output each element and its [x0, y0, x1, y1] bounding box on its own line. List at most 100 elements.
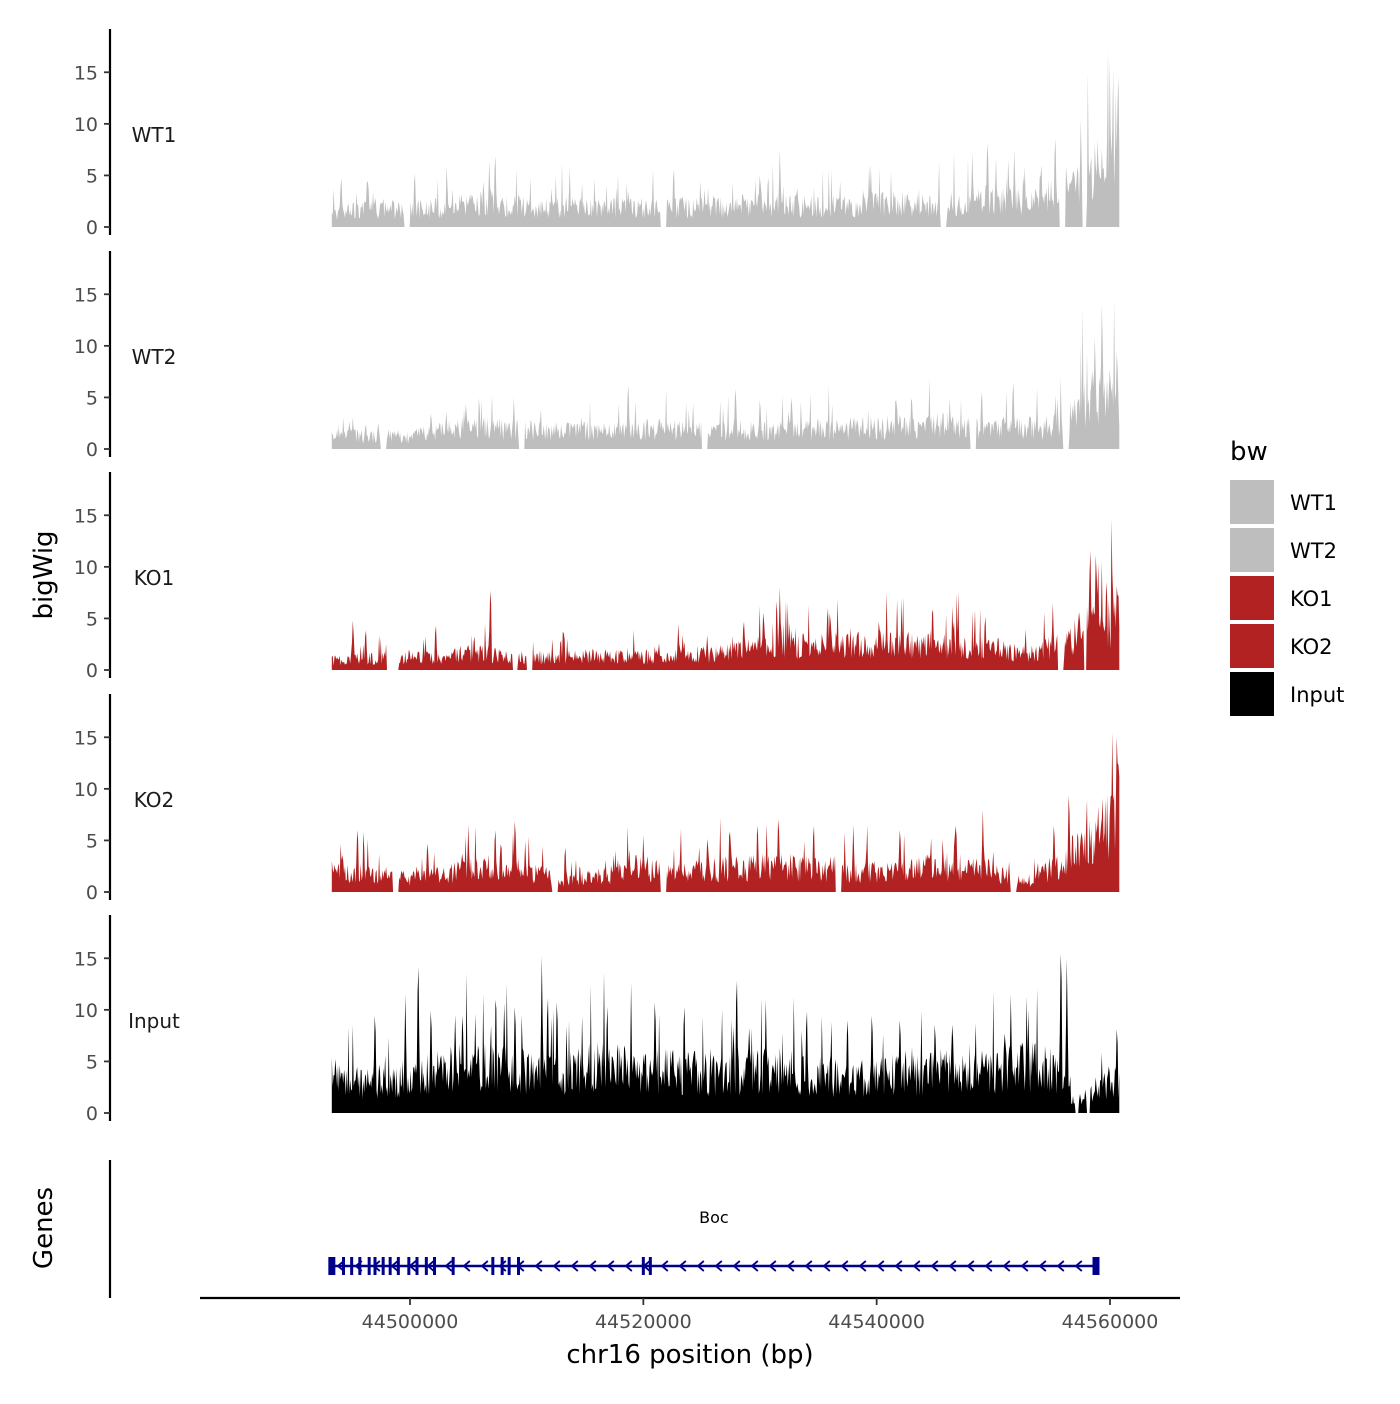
exon [396, 1257, 400, 1275]
strand-arrow [624, 1260, 633, 1272]
y-tick-label: 5 [86, 1051, 98, 1073]
track-label: Input [128, 1009, 180, 1033]
exon [342, 1257, 345, 1275]
legend-label: WT2 [1290, 539, 1337, 563]
track-label: WT2 [132, 345, 177, 369]
signal-tracks: 0 5 10 15 WT1 0 5 10 15 WT2 0 5 10 15 KO1 0 5 10 15 KO2 0 5 10… [74, 29, 1120, 1125]
y-tick-label: 0 [86, 217, 98, 239]
strand-arrow [480, 1260, 489, 1272]
x-tick-label: 44500000 [362, 1311, 459, 1333]
y-tick-label: 5 [86, 830, 98, 852]
exon [407, 1257, 411, 1275]
strand-arrow [534, 1260, 543, 1272]
signal-area-wt2 [331, 301, 1120, 449]
exon [350, 1257, 354, 1275]
gene-track: Boc [108, 1160, 1100, 1298]
signal-area-input [331, 953, 1120, 1113]
strand-arrow [894, 1260, 903, 1272]
y-tick-label: 5 [86, 387, 98, 409]
track-label: KO1 [134, 566, 175, 590]
signal-area-wt1 [331, 50, 1120, 227]
exon [500, 1257, 504, 1275]
strand-arrow [1074, 1260, 1083, 1272]
exon [433, 1257, 436, 1275]
strand-arrow [660, 1260, 669, 1272]
legend-key-ko1 [1230, 576, 1274, 620]
strand-arrow [948, 1260, 957, 1272]
exon [381, 1257, 385, 1275]
legend-key-wt1 [1230, 480, 1274, 524]
strand-arrow [1038, 1260, 1047, 1272]
strand-arrow [444, 1260, 453, 1272]
strand-arrow [966, 1260, 975, 1272]
y-tick-label: 0 [86, 1103, 98, 1125]
strand-arrow [750, 1260, 759, 1272]
legend-label: Input [1290, 683, 1344, 707]
strand-arrow [1056, 1260, 1065, 1272]
strand-arrow [678, 1260, 687, 1272]
legend-key-ko2 [1230, 624, 1274, 668]
strand-arrow [696, 1260, 705, 1272]
strand-arrow [768, 1260, 777, 1272]
y-tick-label: 15 [74, 948, 98, 970]
strand-arrow [552, 1260, 561, 1272]
strand-arrow [390, 1260, 399, 1272]
track-panel-wt1: 0 5 10 15 WT1 [74, 29, 1120, 239]
strand-arrow [462, 1260, 471, 1272]
legend-title: bw [1230, 437, 1268, 467]
signal-area-ko1 [331, 519, 1120, 670]
exon [648, 1257, 652, 1275]
y-tick-label: 15 [74, 284, 98, 306]
exon [451, 1257, 455, 1275]
exon [358, 1257, 362, 1275]
exon [424, 1257, 428, 1275]
strand-arrow [588, 1260, 597, 1272]
exon [373, 1257, 377, 1275]
y-tick-label: 10 [74, 336, 98, 358]
strand-arrow [930, 1260, 939, 1272]
exon [328, 1257, 336, 1275]
strand-arrow [714, 1260, 723, 1272]
track-panel-wt2: 0 5 10 15 WT2 [74, 251, 1120, 461]
strand-arrow [840, 1260, 849, 1272]
exon [388, 1257, 392, 1275]
legend-label: KO1 [1290, 587, 1333, 611]
strand-arrow [858, 1260, 867, 1272]
y-tick-label: 10 [74, 1000, 98, 1022]
y-tick-label: 10 [74, 779, 98, 801]
exon [415, 1257, 419, 1275]
x-tick-label: 44540000 [828, 1311, 925, 1333]
legend-label: KO2 [1290, 635, 1333, 659]
strand-arrow [732, 1260, 741, 1272]
y-tick-label: 0 [86, 660, 98, 682]
strand-arrow [1002, 1260, 1011, 1272]
legend: bw WT1 WT2 KO1 KO2 Input [1230, 437, 1344, 716]
y-tick-label: 5 [86, 608, 98, 630]
exon [641, 1257, 645, 1275]
strand-arrow [606, 1260, 615, 1272]
x-axis: 44500000 44520000 44540000 44560000 [200, 1296, 1180, 1333]
y-tick-label: 15 [74, 62, 98, 84]
strand-arrow [336, 1260, 345, 1272]
strand-arrow [786, 1260, 795, 1272]
exon [367, 1257, 371, 1275]
legend-label: WT1 [1290, 491, 1337, 515]
y-tick-label: 0 [86, 439, 98, 461]
exon [1092, 1257, 1100, 1275]
y-tick-label: 15 [74, 505, 98, 527]
y-tick-label: 15 [74, 727, 98, 749]
track-label: WT1 [132, 123, 177, 147]
legend-key-wt2 [1230, 528, 1274, 572]
strand-arrow [822, 1260, 831, 1272]
strand-arrow [876, 1260, 885, 1272]
track-panel-input: 0 5 10 15 Input [74, 915, 1120, 1125]
track-panel-ko2: 0 5 10 15 KO2 [74, 694, 1120, 904]
track-label: KO2 [134, 788, 175, 812]
exon [491, 1257, 495, 1275]
strand-arrow [570, 1260, 579, 1272]
y-tick-label: 10 [74, 557, 98, 579]
x-axis-title: chr16 position (bp) [566, 1340, 813, 1370]
strand-arrow [1020, 1260, 1029, 1272]
